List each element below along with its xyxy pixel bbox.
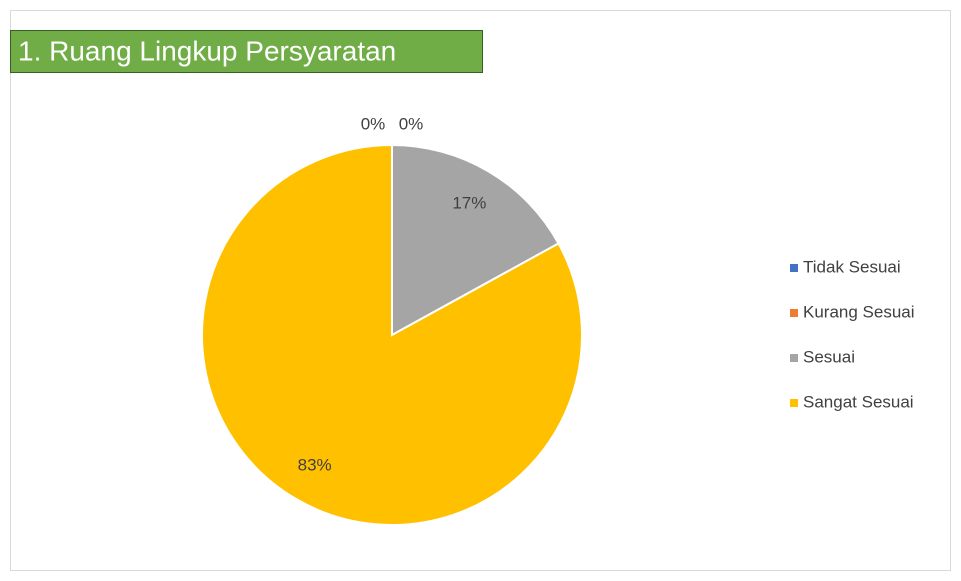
data-label: 0% xyxy=(399,114,424,133)
legend-label: Sesuai xyxy=(803,347,855,366)
data-label: 83% xyxy=(298,455,332,474)
legend-swatch xyxy=(790,399,798,407)
data-label: 0% xyxy=(361,114,386,133)
title-box xyxy=(10,30,483,73)
legend-swatch xyxy=(790,309,798,317)
legend-label: Sangat Sesuai xyxy=(803,392,914,411)
data-label: 17% xyxy=(452,194,486,213)
legend-label: Tidak Sesuai xyxy=(803,257,901,276)
legend-swatch xyxy=(790,354,798,362)
legend-swatch xyxy=(790,264,798,272)
legend-label: Kurang Sesuai xyxy=(803,302,915,321)
pie-slice xyxy=(201,143,583,526)
chart-title: 1. Ruang Lingkup Persyaratan xyxy=(18,35,396,66)
pie-slice xyxy=(391,143,560,337)
